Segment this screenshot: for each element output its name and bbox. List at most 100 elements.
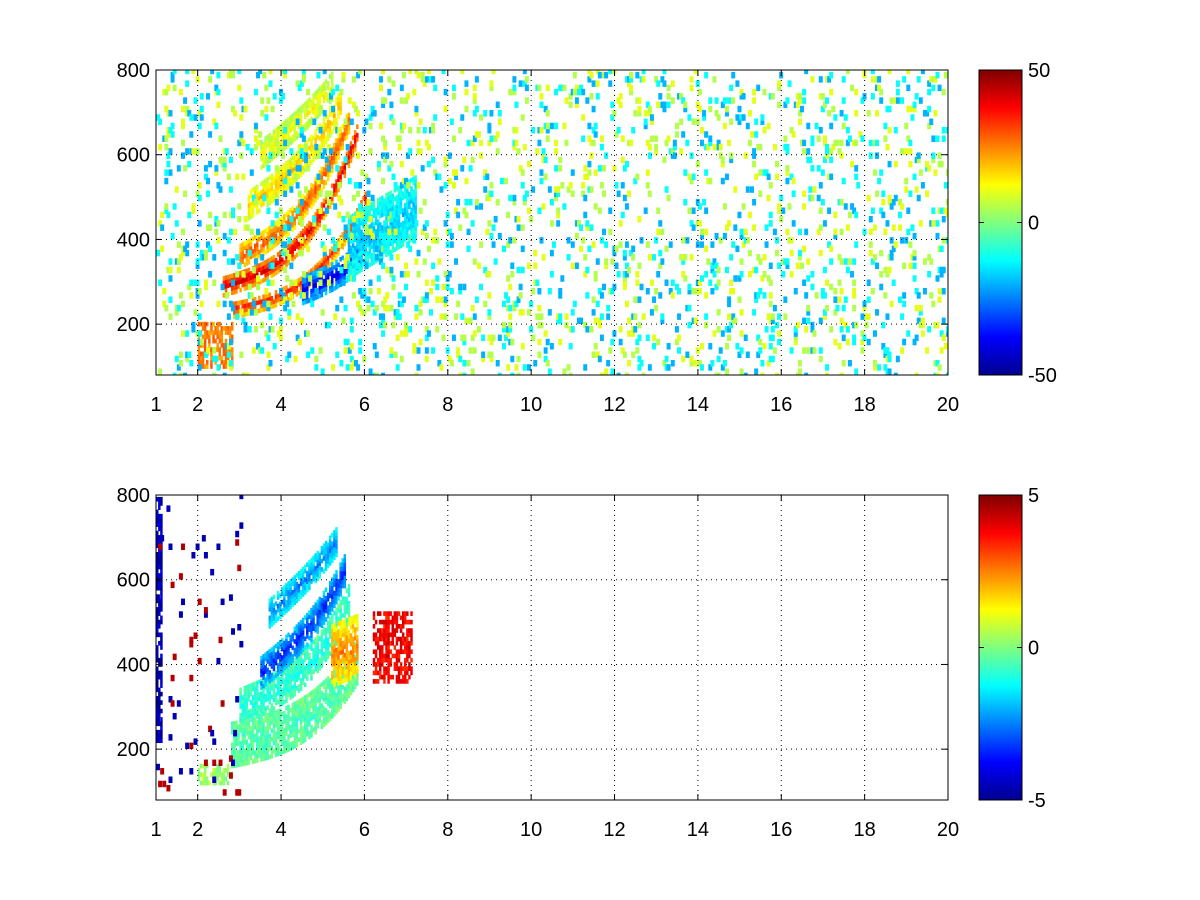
heatmap-cell xyxy=(245,261,249,266)
heatmap-cell xyxy=(256,264,259,269)
heatmap-cell xyxy=(341,263,344,269)
heatmap-cell xyxy=(627,80,631,87)
heatmap-cell xyxy=(172,84,177,92)
heatmap-cell xyxy=(310,297,313,302)
heatmap-cell xyxy=(401,221,405,226)
heatmap-cell xyxy=(231,286,234,291)
heatmap-cell xyxy=(216,321,219,327)
heatmap-cell xyxy=(241,723,244,729)
heatmap-cell xyxy=(818,249,823,257)
heatmap-cell xyxy=(239,300,242,305)
heatmap-cell xyxy=(572,88,577,96)
heatmap-cell xyxy=(285,289,288,295)
heatmap-cell xyxy=(795,101,800,109)
heatmap-cell xyxy=(381,245,386,253)
heatmap-cell xyxy=(833,309,838,316)
heatmap-cell xyxy=(489,182,494,189)
heatmap-cell xyxy=(243,702,247,708)
heatmap-cell xyxy=(483,266,488,274)
heatmap-cell xyxy=(337,146,340,152)
heatmap-cell xyxy=(247,199,251,204)
heatmap-cell xyxy=(283,241,288,248)
heatmap-cell xyxy=(397,215,401,220)
heatmap-cell xyxy=(201,351,205,357)
heatmap-cell xyxy=(364,218,367,224)
heatmap-cell xyxy=(372,213,376,219)
heatmap-cell xyxy=(166,131,171,138)
heatmap-cell xyxy=(579,245,584,253)
heatmap-cell xyxy=(268,238,272,244)
heatmap-cell xyxy=(256,188,259,194)
heatmap-cell xyxy=(387,228,392,236)
heatmap-cell xyxy=(518,309,523,316)
heatmap-cell xyxy=(266,712,269,718)
heatmap-cell xyxy=(866,313,871,320)
heatmap-cell xyxy=(599,313,604,320)
heatmap-cell xyxy=(214,338,217,344)
heatmap-cell xyxy=(783,135,788,142)
heatmap-cell xyxy=(285,229,288,234)
heatmap-cell xyxy=(391,80,396,87)
heatmap-cell xyxy=(303,156,308,164)
heatmap-cell xyxy=(387,88,392,96)
heatmap-cell xyxy=(210,364,213,369)
heatmap-cell xyxy=(635,173,640,181)
heatmap-cell xyxy=(262,743,265,749)
heatmap-cell xyxy=(845,139,850,147)
heatmap-cell xyxy=(845,326,850,333)
heatmap-cell xyxy=(424,347,429,354)
heatmap-cell xyxy=(262,163,265,169)
heatmap-cell xyxy=(349,343,354,350)
heatmap-cell xyxy=(301,232,305,238)
heatmap-cell xyxy=(364,243,367,249)
heatmap-cell xyxy=(301,738,305,744)
heatmap-cell xyxy=(660,313,665,320)
heatmap-cell xyxy=(777,207,782,214)
heatmap-cell xyxy=(210,326,213,331)
heatmap-cell xyxy=(310,138,313,144)
heatmap-cell xyxy=(383,198,386,204)
heatmap-cell xyxy=(224,283,228,289)
heatmap-cell xyxy=(235,276,238,282)
heatmap-cell xyxy=(287,709,290,714)
heatmap-cell xyxy=(318,692,322,698)
heatmap-cell xyxy=(854,368,859,375)
heatmap-cell xyxy=(197,334,201,340)
heatmap-cell xyxy=(289,140,292,146)
heatmap-cell xyxy=(191,207,196,214)
heatmap-cell xyxy=(328,699,332,705)
heatmap-cell xyxy=(218,186,223,193)
heatmap-cell xyxy=(318,144,322,150)
heatmap-cell xyxy=(316,694,319,699)
heatmap-cell xyxy=(424,334,429,342)
heatmap-cell xyxy=(258,753,261,759)
heatmap-cell xyxy=(256,300,259,306)
heatmap-cell xyxy=(322,179,326,185)
heatmap-cell xyxy=(285,123,288,128)
heatmap-cell xyxy=(577,317,581,325)
heatmap-cell xyxy=(360,292,365,299)
heatmap-cell xyxy=(339,106,342,111)
heatmap-cell xyxy=(737,351,742,358)
heatmap-cell xyxy=(797,359,802,367)
heatmap-cell xyxy=(339,166,342,171)
heatmap-cell xyxy=(879,97,884,104)
heatmap-cell xyxy=(347,680,351,686)
heatmap-cell xyxy=(268,187,272,193)
heatmap-cell xyxy=(318,688,322,693)
heatmap-cell xyxy=(739,88,744,96)
heatmap-cell xyxy=(585,326,590,333)
heatmap-cell xyxy=(303,729,307,734)
heatmap-cell xyxy=(374,241,378,247)
heatmap-cell xyxy=(247,684,251,689)
heatmap-cell xyxy=(412,223,415,228)
heatmap-cell xyxy=(335,284,338,290)
heatmap-cell xyxy=(681,355,686,363)
heatmap-cell xyxy=(608,70,613,75)
heatmap-cell xyxy=(401,191,405,197)
heatmap-cell xyxy=(645,241,650,248)
heatmap-cell xyxy=(226,359,231,367)
heatmap-cell xyxy=(408,200,411,205)
heatmap-cell xyxy=(406,188,409,194)
heatmap-cell xyxy=(256,255,259,260)
